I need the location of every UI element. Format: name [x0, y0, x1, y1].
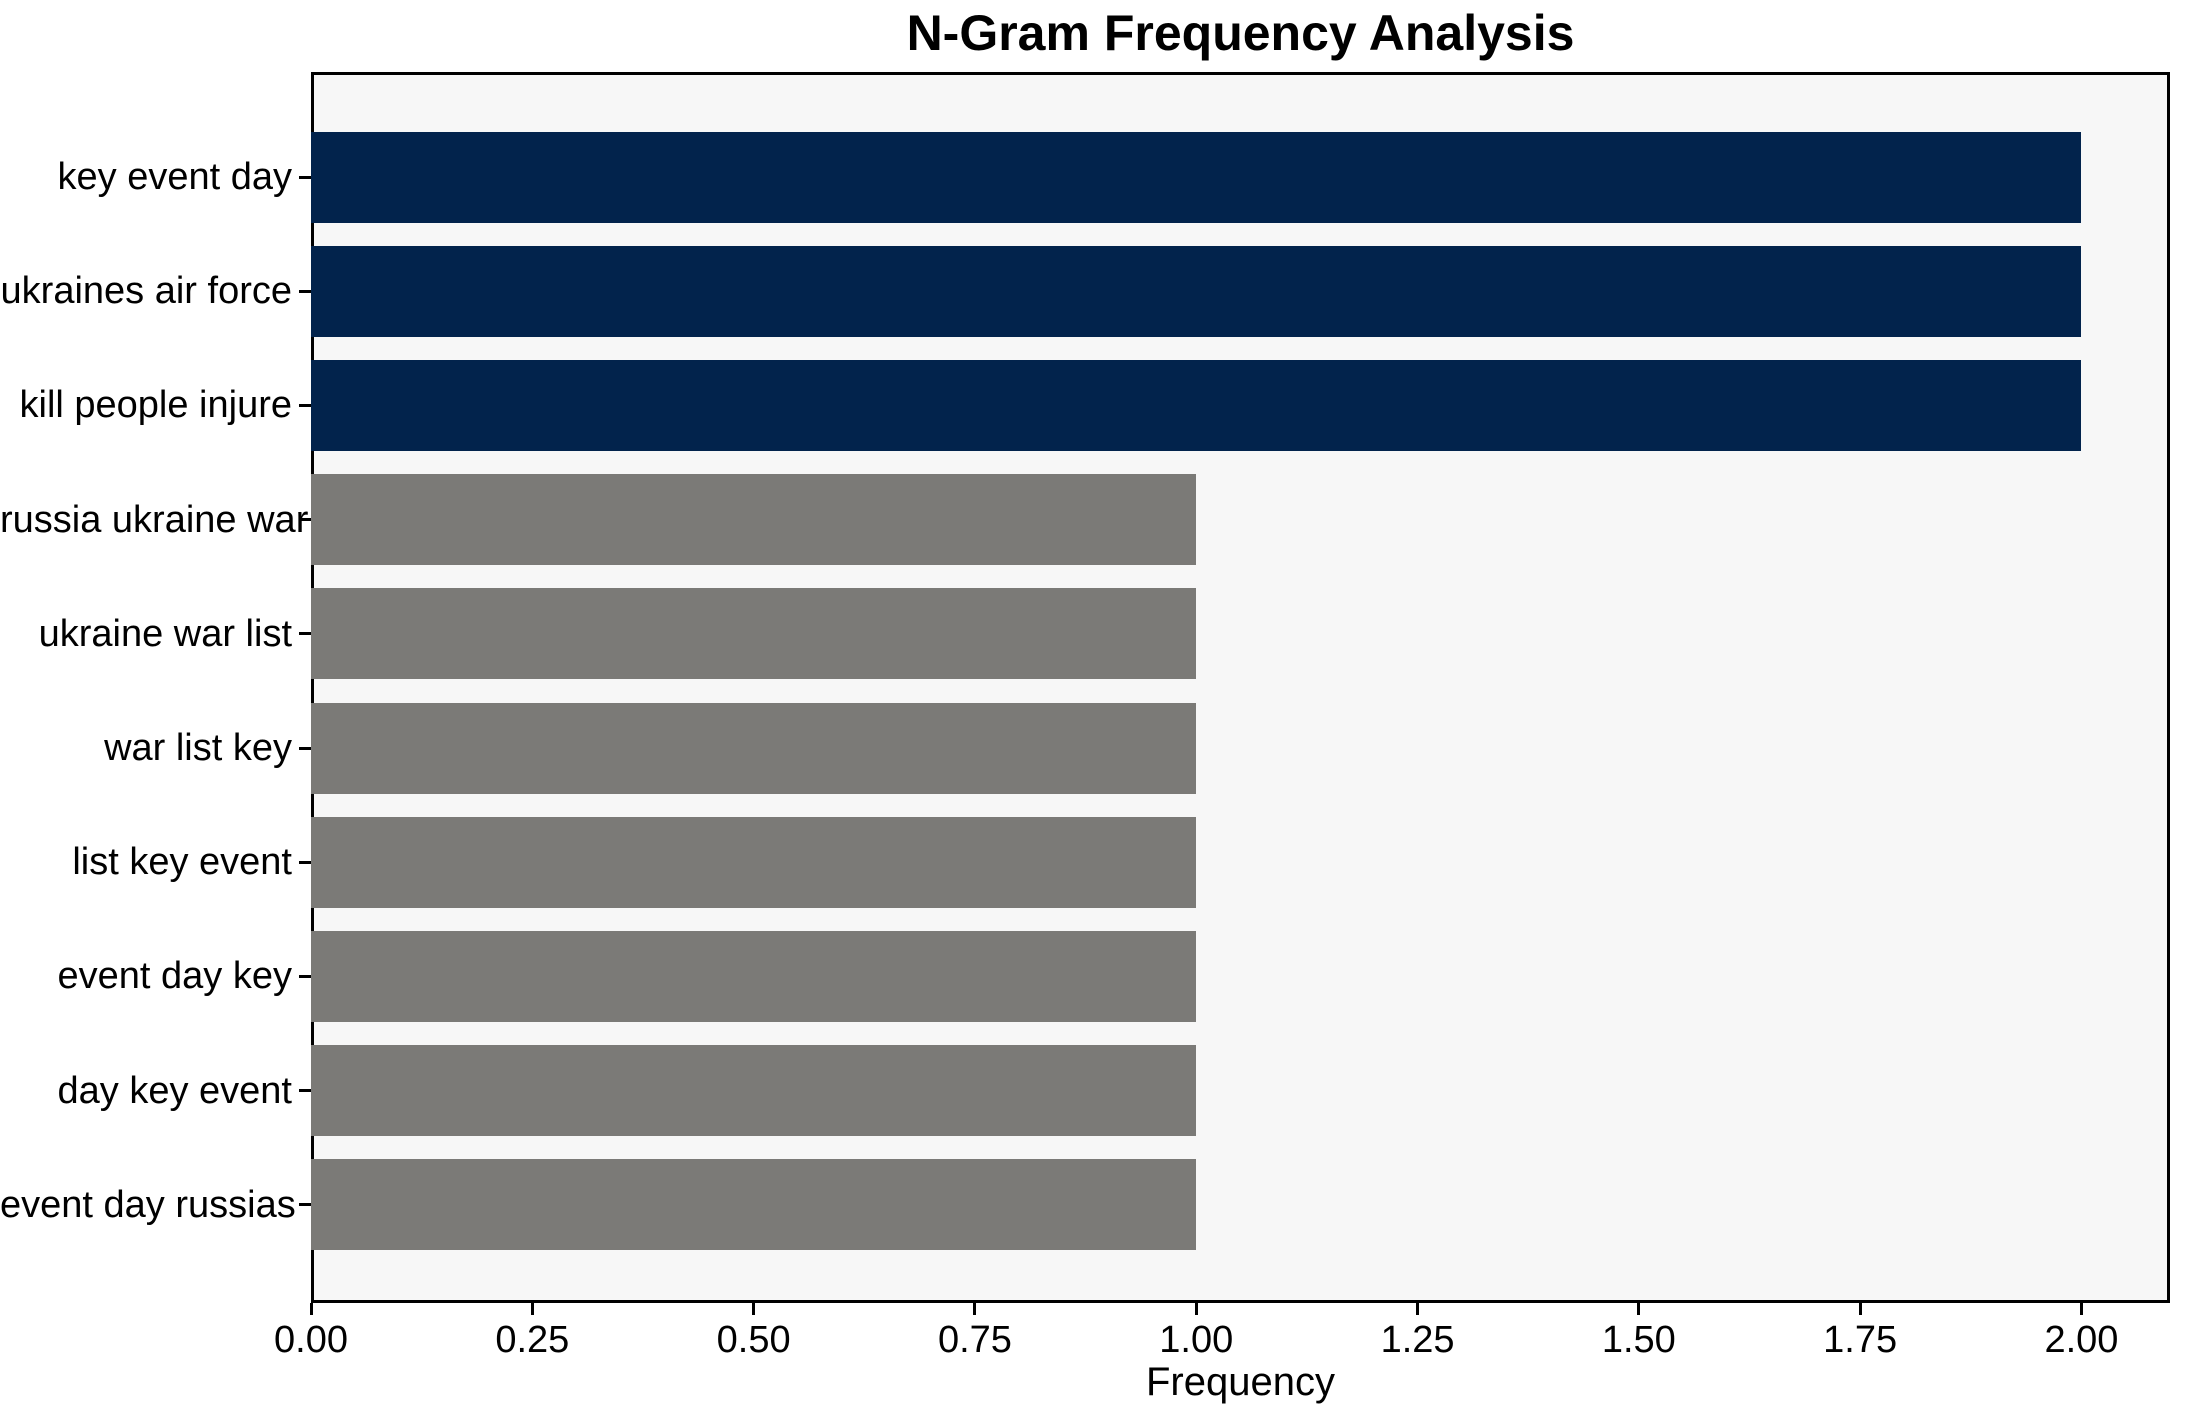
y-axis-tick: [299, 746, 311, 750]
x-axis-label: Frequency: [1146, 1360, 1335, 1404]
y-tick-label: day key event: [57, 1069, 292, 1112]
bar: [311, 1159, 1197, 1251]
bar: [311, 131, 2082, 223]
x-axis-tick: [1416, 1303, 1420, 1315]
y-tick-label: event day russias: [0, 1183, 296, 1226]
x-tick-label: 0.50: [716, 1319, 791, 1361]
x-tick-label: 1.00: [1159, 1319, 1234, 1361]
x-axis-tick: [1637, 1303, 1641, 1315]
y-tick-label: ukraine war list: [38, 612, 292, 655]
x-tick-label: 0.75: [937, 1319, 1012, 1361]
x-tick-label: 1.75: [1823, 1319, 1898, 1361]
bar: [311, 359, 2082, 451]
x-tick-label: 1.50: [1601, 1319, 1676, 1361]
y-axis-tick: [299, 518, 311, 522]
y-axis-tick: [299, 175, 311, 179]
y-axis-tick: [299, 289, 311, 293]
x-axis-tick: [309, 1303, 313, 1315]
y-axis-tick: [299, 632, 311, 636]
y-tick-label: key event day: [57, 156, 292, 198]
y-axis-tick: [299, 1203, 311, 1207]
bar: [311, 930, 1197, 1022]
y-tick-label: list key event: [72, 841, 292, 884]
y-tick-label: ukraines air force: [0, 270, 292, 313]
y-axis-tick: [299, 1089, 311, 1093]
y-tick-label: russia ukraine war: [0, 498, 309, 541]
y-axis-tick: [299, 403, 311, 407]
chart-title: N-Gram Frequency Analysis: [906, 5, 1575, 61]
y-axis-tick: [299, 860, 311, 864]
x-tick-label: 0.25: [495, 1319, 570, 1361]
x-axis-tick: [973, 1303, 977, 1315]
x-axis-tick: [2079, 1303, 2083, 1315]
bar: [311, 816, 1197, 908]
x-tick-label: 0.00: [274, 1319, 348, 1361]
x-axis-tick: [1858, 1303, 1862, 1315]
y-axis-tick: [299, 974, 311, 978]
bars-layer: key event day ukraines air force kill peop…: [0, 72, 2170, 1359]
bar: [311, 588, 1197, 680]
bar: [311, 245, 2082, 337]
bar: [311, 474, 1197, 566]
x-tick-label: 2.00: [2044, 1319, 2119, 1361]
x-tick-label: 1.25: [1380, 1319, 1455, 1361]
x-axis-tick: [1194, 1303, 1198, 1315]
y-tick-label: kill people injure: [19, 384, 293, 427]
x-axis-tick: [530, 1303, 534, 1315]
bar: [311, 702, 1197, 794]
bar: [311, 1045, 1197, 1137]
y-tick-label: war list key: [104, 727, 292, 769]
x-axis-tick: [752, 1303, 756, 1315]
y-tick-label: event day key: [57, 955, 292, 998]
